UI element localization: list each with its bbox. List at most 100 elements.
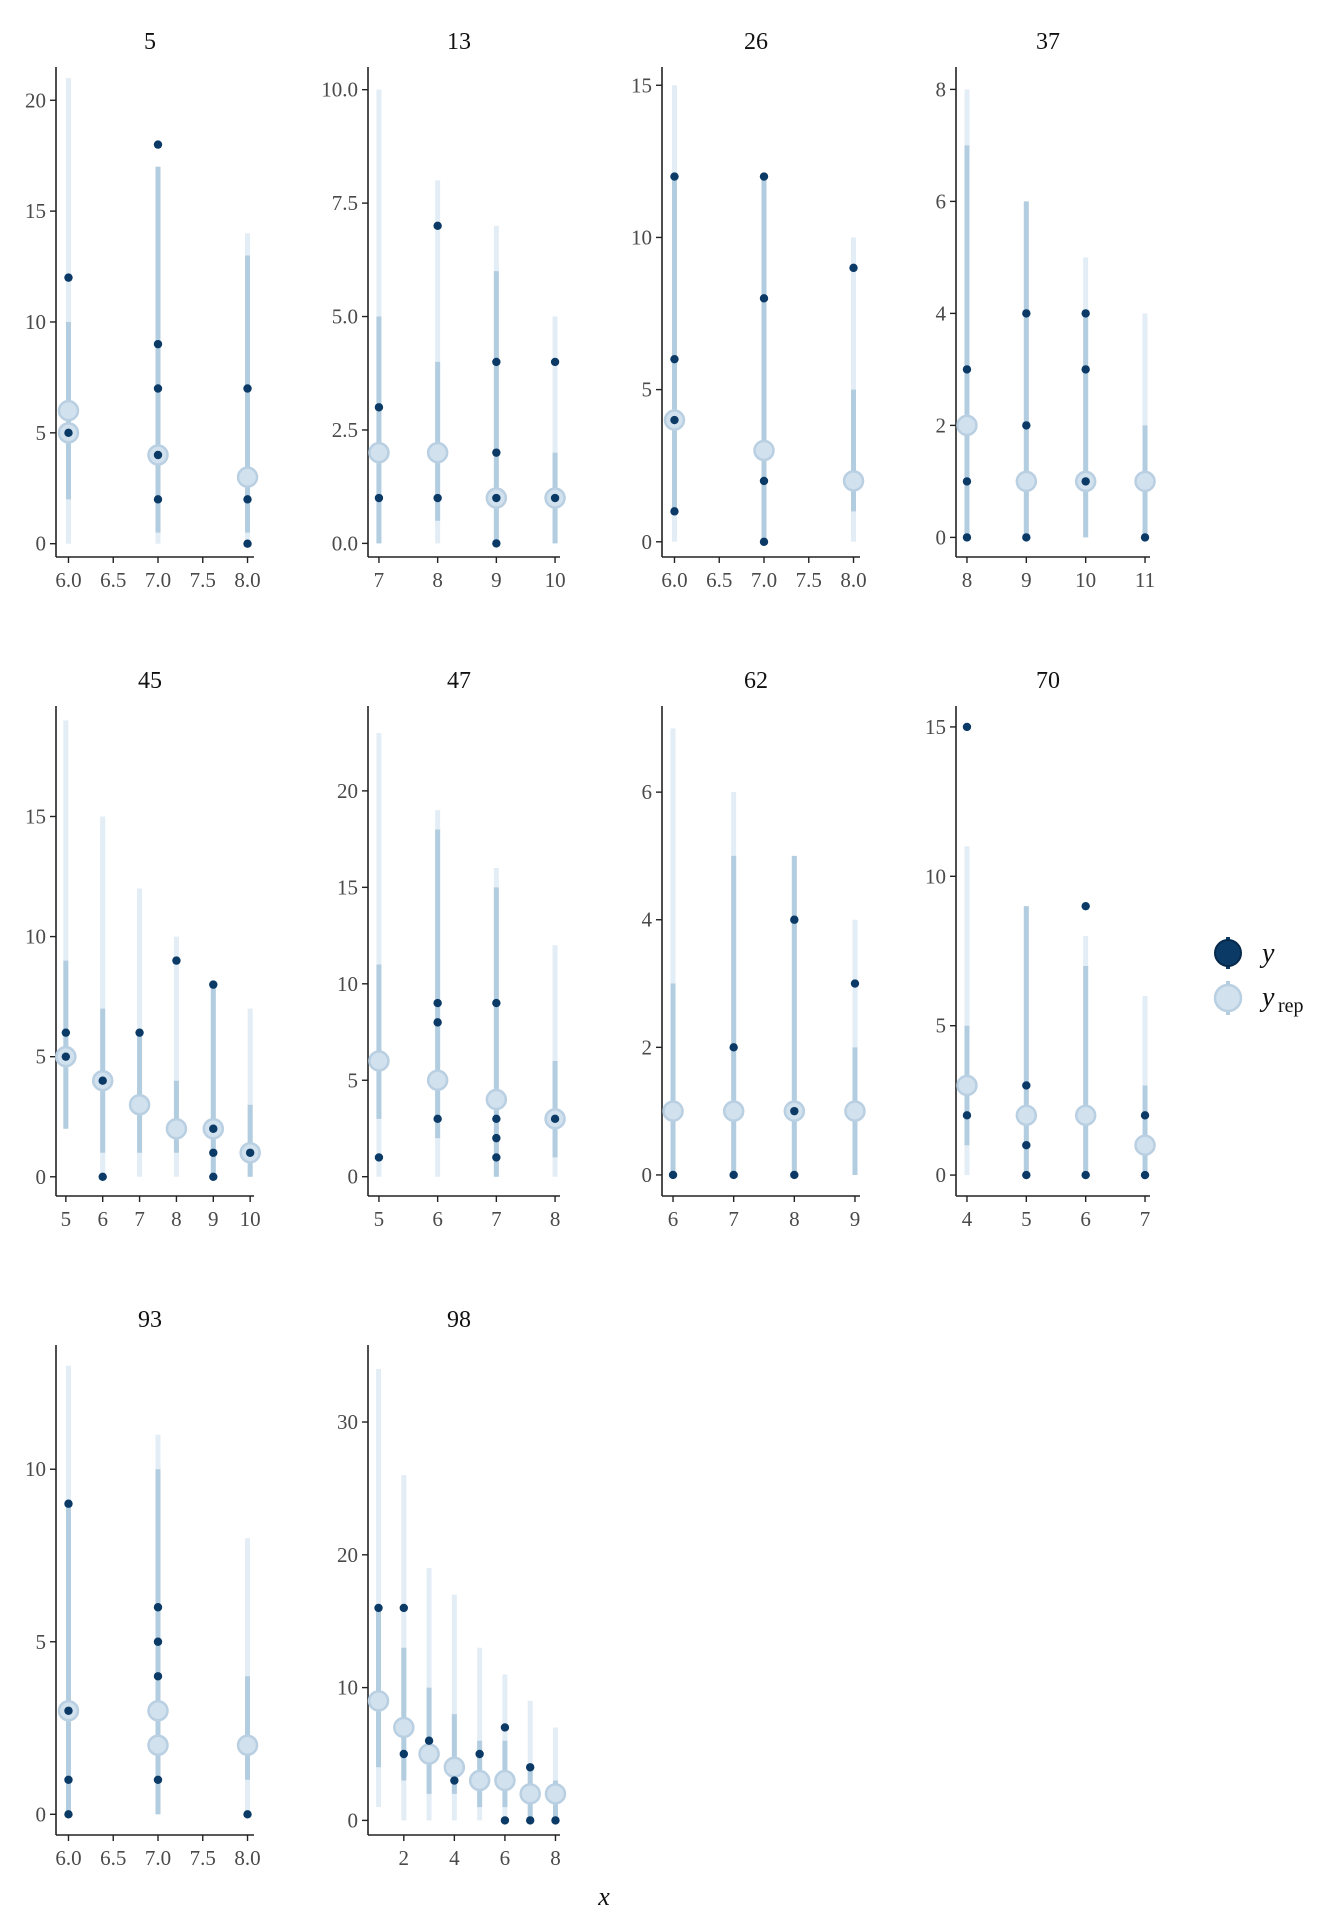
yrep-point: [662, 1100, 684, 1122]
y-point: [1022, 309, 1031, 318]
y-point: [759, 537, 769, 546]
y-tick-label: 2: [642, 1035, 653, 1059]
y-point: [492, 539, 501, 548]
y-point: [550, 1114, 560, 1124]
y-tick-label: 0: [36, 1165, 47, 1189]
y-point: [64, 273, 73, 282]
y-point: [962, 1111, 972, 1120]
y-point: [399, 1603, 409, 1613]
x-tick-label: 8: [171, 1207, 182, 1231]
y-point: [399, 1749, 409, 1759]
yrep-point: [57, 399, 80, 422]
y-point: [374, 493, 384, 503]
x-tick-label: 5: [61, 1207, 72, 1231]
x-tick-label: 10: [545, 568, 566, 592]
panel-37: 37 0 2 4 6 8 8 9 10 11: [936, 29, 1156, 592]
y-tick-label: 4: [642, 908, 653, 932]
y-tick-label: 5: [36, 1630, 47, 1654]
x-tick-label: 9: [1021, 568, 1032, 592]
y-point: [153, 1637, 163, 1646]
y-tick-label: 5: [642, 378, 653, 402]
panel-5: 5 0 5 10 15 20 6.0 6.5 7.0 7.5 8.0: [25, 29, 261, 592]
y-point: [551, 1816, 560, 1825]
y-point: [374, 1603, 383, 1613]
y-point: [1140, 1170, 1150, 1180]
x-tick-label: 8: [432, 568, 443, 592]
x-tick-label: 8: [550, 1846, 561, 1870]
y-point: [433, 221, 442, 230]
panel-98: 98 0 10 20 30 2 4 6 8: [337, 1307, 567, 1870]
x-tick-label: 2: [399, 1846, 410, 1870]
y-tick-label: 0: [936, 525, 947, 549]
yrep-point: [426, 441, 449, 464]
y-point: [850, 979, 860, 988]
panel-title: 13: [447, 29, 471, 55]
x-axis-label: x: [597, 1882, 610, 1911]
x-tick-label: 8: [550, 1207, 561, 1231]
y-tick-label: 15: [337, 875, 358, 899]
x-tick-label: 6: [1080, 1207, 1091, 1231]
y-tick-label: 6: [936, 189, 947, 213]
y-point: [243, 1810, 252, 1819]
y-tick-label: 10: [337, 972, 358, 996]
y-point: [61, 1028, 71, 1037]
y-point: [245, 1148, 255, 1157]
yrep-point: [956, 414, 978, 437]
y-point: [729, 1043, 738, 1052]
x-tick-label: 6.5: [100, 568, 126, 592]
y-point: [492, 998, 501, 1008]
y-tick-label: 5: [348, 1068, 359, 1092]
legend-yrep-symbol: [1213, 983, 1243, 1013]
y-point: [153, 140, 163, 149]
x-tick-label: 5: [1021, 1207, 1032, 1231]
legend-yrep-subscript: rep: [1278, 995, 1304, 1017]
yrep-point: [753, 439, 775, 462]
x-tick-label: 7: [134, 1207, 145, 1231]
panel-62: 62 0 2 4 6 6 7 8 9: [642, 668, 866, 1231]
y-point: [1022, 533, 1031, 542]
y-tick-label: 10: [337, 1676, 358, 1700]
yrep-point: [494, 1769, 516, 1792]
y-point: [1140, 1111, 1150, 1120]
y-point: [450, 1776, 459, 1785]
y-tick-label: 0: [936, 1163, 947, 1187]
y-point: [433, 1018, 442, 1027]
y-tick-label: 10: [25, 1457, 46, 1481]
y-tick-label: 10: [925, 864, 946, 888]
panel-13: 13 0.0 2.5 5.0 7.5 10.0 7 8 9 10: [321, 29, 566, 592]
y-point: [668, 1170, 678, 1180]
yrep-point: [426, 1069, 449, 1092]
y-tick-label: 10: [25, 310, 46, 334]
y-point: [1081, 901, 1090, 911]
y-point: [64, 1810, 73, 1819]
y-tick-label: 15: [631, 73, 652, 97]
y-tick-label: 4: [936, 301, 947, 325]
x-tick-label: 7.0: [145, 568, 171, 592]
yrep-point: [367, 1690, 390, 1712]
y-tick-label: 0: [348, 1165, 359, 1189]
y-point: [525, 1816, 535, 1825]
yrep-point: [393, 1716, 415, 1739]
y-point: [153, 495, 163, 504]
y-point: [153, 1603, 163, 1612]
y-tick-label: 5.0: [332, 305, 358, 329]
y-point: [153, 1775, 163, 1784]
x-tick-label: 8.0: [234, 1846, 260, 1870]
yrep-point: [147, 1734, 169, 1757]
panel-title: 70: [1036, 668, 1060, 694]
y-tick-label: 30: [337, 1410, 358, 1434]
x-tick-label: 7.5: [190, 1846, 216, 1870]
yrep-point: [519, 1783, 541, 1805]
yrep-point: [1134, 1134, 1156, 1156]
y-tick-label: 20: [25, 88, 46, 112]
yrep-point: [236, 466, 259, 488]
y-point: [64, 1706, 73, 1715]
y-point: [500, 1723, 510, 1732]
x-tick-label: 11: [1135, 568, 1155, 592]
y-tick-label: 5: [36, 1045, 47, 1069]
y-tick-label: 15: [925, 715, 946, 739]
y-point: [492, 448, 501, 457]
panel-70: 70 0 5 10 15 4 5 6 7: [925, 668, 1156, 1231]
y-point: [1022, 1081, 1031, 1090]
